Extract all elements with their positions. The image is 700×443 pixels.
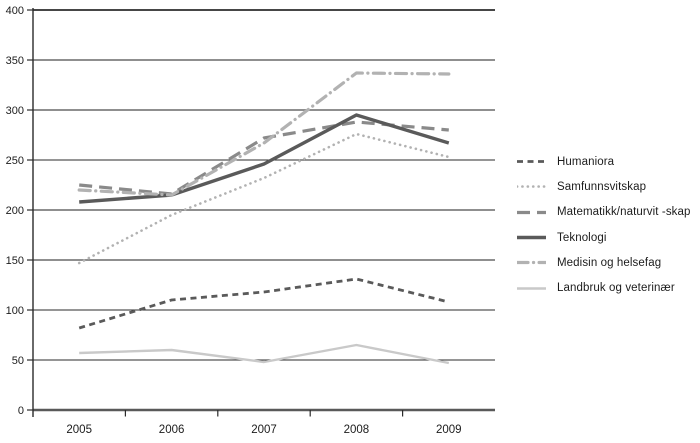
legend-line-sample <box>517 210 546 214</box>
series-line-samfunnsvitskap <box>77 132 451 265</box>
legend-item-medisin-og-helsefag: Medisin og helsefag <box>517 250 691 275</box>
x-tick-label: 2008 <box>344 424 370 436</box>
legend-label: Matematikk/naturvit -skap <box>557 206 691 219</box>
legend-label: Landbruk og veterinær <box>557 282 675 295</box>
legend-line-sample <box>517 160 546 164</box>
y-tick-label: 400 <box>6 5 24 17</box>
series-line-teknologi <box>79 113 450 204</box>
legend-line-sample <box>517 235 546 240</box>
y-tick-label: 300 <box>6 105 24 117</box>
legend-label: Medisin og helsefag <box>557 256 662 269</box>
y-tick-label: 100 <box>6 305 24 317</box>
x-tick-label: 2005 <box>66 424 92 436</box>
legend-label: Samfunnsvitskap <box>557 180 647 193</box>
x-tick-label: 2007 <box>251 424 277 436</box>
series-line-medisin-og-helsefag <box>77 71 451 197</box>
y-tick-label: 0 <box>18 405 24 417</box>
chart-legend: Humaniora Samfunnsvitskap Matematikk/nat… <box>517 149 691 301</box>
series-line-humaniora <box>78 277 450 330</box>
plot-area: 0 50 100 150 200 250 300 350 400 2005 2006 2007 2008… <box>6 5 495 436</box>
legend-line-sample <box>517 185 546 189</box>
legend-line-sample <box>517 261 546 265</box>
legend-label: Humaniora <box>557 155 615 168</box>
y-tick-label: 50 <box>12 355 24 367</box>
legend-item-humaniora: Humaniora <box>517 149 691 174</box>
legend-item-teknologi: Teknologi <box>517 225 691 250</box>
legend-item-samfunnsvitskap: Samfunnsvitskap <box>517 174 691 199</box>
legend-item-landbruk-og-veterinaer: Landbruk og veterinær <box>517 275 691 300</box>
y-tick-label: 200 <box>6 205 24 217</box>
y-tick-label: 350 <box>6 55 24 67</box>
legend-label: Teknologi <box>557 231 607 244</box>
series-line-landbruk-og-veterin-r <box>79 343 450 365</box>
x-tick-label: 2009 <box>436 424 462 436</box>
legend-line-sample <box>517 286 546 290</box>
y-tick-label: 150 <box>6 255 24 267</box>
y-tick-label: 250 <box>6 155 24 167</box>
legend-item-matematikk-naturvitskap: Matematikk/naturvit -skap <box>517 200 691 225</box>
series-line-matematikk-naturvit-skap <box>79 120 449 196</box>
x-tick-label: 2006 <box>159 424 185 436</box>
